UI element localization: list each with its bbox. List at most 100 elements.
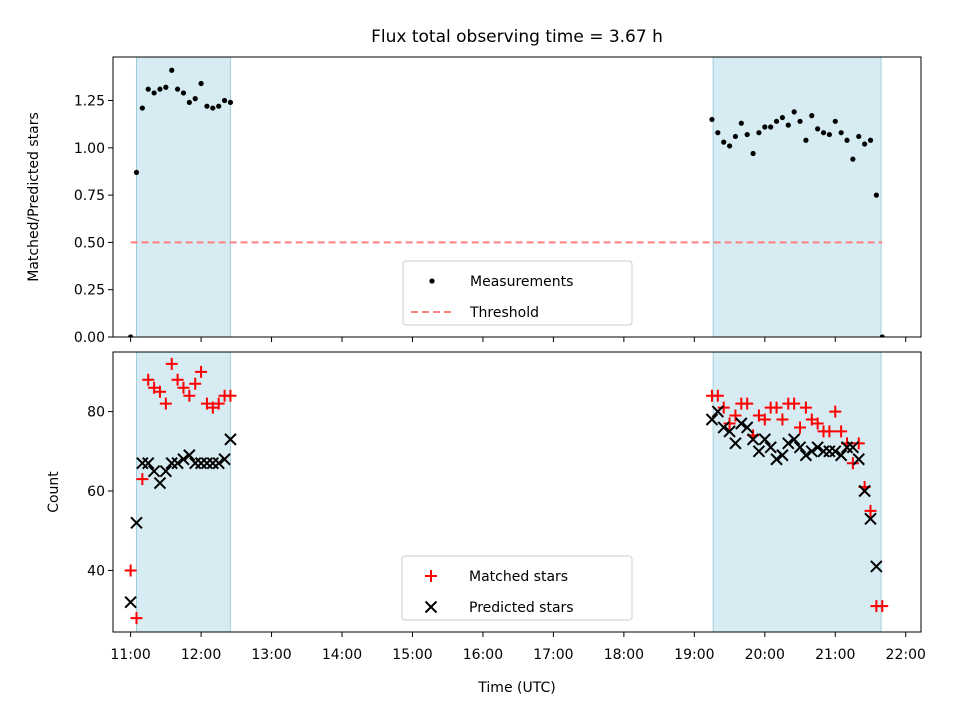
predicted-star-point — [870, 560, 883, 573]
measurement-point — [133, 169, 140, 176]
matched-star-point — [758, 413, 771, 426]
predicted-star-point — [165, 456, 178, 470]
measurement-point — [186, 99, 192, 106]
y-tick-label: 0.75 — [74, 188, 105, 204]
bottom-y-axis-label: Count — [46, 471, 62, 513]
predicted-star-point — [770, 453, 783, 466]
legend-label: Predicted stars — [469, 600, 574, 616]
predicted-star-point — [735, 417, 748, 430]
matched-star-point — [723, 417, 736, 430]
measurement-point — [750, 150, 756, 157]
measurement-point — [797, 118, 803, 124]
predicted-star-point — [200, 456, 214, 470]
measurement-point — [803, 137, 809, 143]
x-tick-label: 16:00 — [463, 647, 503, 663]
predicted-star-point — [142, 456, 155, 470]
predicted-star-point — [212, 456, 225, 470]
measurement-point — [768, 124, 774, 130]
predicted-star-point — [147, 464, 161, 478]
predicted-star-point — [793, 441, 807, 454]
x-tick-label: 17:00 — [533, 647, 573, 663]
matched-star-point — [711, 389, 724, 402]
predicted-star-point — [705, 413, 719, 426]
measurement-point — [738, 120, 744, 126]
chart-title: Flux total observing time = 3.67 h — [371, 27, 663, 47]
measurement-point — [744, 131, 750, 138]
measurement-point — [174, 86, 181, 92]
predicted-star-point — [189, 456, 202, 470]
predicted-star-point — [206, 456, 220, 470]
predicted-star-point — [159, 464, 173, 478]
predicted-star-point — [805, 445, 818, 458]
predicted-star-point — [177, 453, 190, 466]
predicted-star-point — [764, 441, 777, 454]
observing-window-0 — [135, 351, 231, 633]
matched-star-point — [770, 401, 783, 414]
legend-label: Measurements — [470, 274, 573, 290]
measurement-point — [791, 109, 797, 115]
matched-star-point — [788, 397, 801, 410]
predicted-star-point — [776, 449, 789, 462]
axes-frame — [112, 351, 922, 633]
predicted-star-point — [864, 512, 877, 526]
x-tick-label: 18:00 — [604, 647, 644, 663]
predicted-star-point — [740, 421, 754, 434]
plot-area — [124, 357, 889, 625]
matched-star-point — [171, 373, 184, 386]
y-tick-label: 1.25 — [74, 94, 105, 110]
y-tick-label: 0.50 — [74, 235, 105, 251]
measurement-point — [779, 114, 786, 121]
measurement-point — [850, 156, 856, 162]
matched-star-point — [136, 473, 149, 486]
top-panel: 0.00 0.25 0.50 0.75 1.00 1.25 Measurements Thre… — [74, 56, 922, 346]
predicted-star-point — [746, 433, 760, 446]
matched-star-point — [794, 421, 807, 434]
matched-star-point — [212, 397, 225, 410]
measurement-point — [756, 130, 762, 136]
measurement-point — [721, 139, 727, 145]
measurement-point — [198, 80, 204, 87]
legend-marker-predicted — [424, 600, 438, 614]
measurement-point — [815, 126, 821, 132]
observing-window-0 — [135, 56, 231, 338]
legend: Matched stars Predicted stars — [401, 555, 633, 621]
matched-star-point — [142, 373, 155, 386]
predicted-star-point — [224, 433, 237, 446]
matched-star-point — [829, 405, 842, 418]
measurement-point — [832, 118, 838, 124]
matched-star-point — [835, 425, 848, 438]
predicted-star-point — [834, 449, 848, 462]
matched-star-point — [846, 457, 859, 470]
x-tick-label: 14:00 — [322, 647, 362, 663]
measurement-point — [856, 133, 862, 140]
measurement-point — [128, 334, 134, 337]
legend-label: Matched stars — [469, 569, 568, 585]
x-tick-label: 11:00 — [110, 647, 150, 663]
observing-window-1 — [712, 351, 882, 633]
y-tick-label: 80 — [87, 405, 105, 421]
plot-area — [128, 67, 885, 337]
legend: Measurements Threshold — [402, 260, 633, 326]
predicted-star-point — [717, 421, 730, 434]
y-tick-label: 1.00 — [74, 141, 105, 157]
matched-star-point — [741, 397, 754, 410]
observing-window-1 — [712, 56, 882, 338]
measurement-point — [192, 96, 198, 102]
legend-label: Threshold — [469, 305, 539, 321]
x-tick-label: 22:00 — [886, 647, 926, 663]
predicted-star-point — [723, 425, 736, 438]
matched-star-point — [811, 417, 824, 430]
matched-star-point — [124, 564, 137, 577]
predicted-star-point — [153, 476, 167, 490]
legend-marker-matched — [425, 570, 437, 582]
matched-star-point — [823, 425, 836, 438]
y-tick-label: 60 — [87, 484, 105, 500]
measurement-point — [216, 103, 222, 109]
measurement-point — [204, 103, 210, 109]
measurement-point — [157, 86, 163, 92]
measurement-point — [873, 192, 879, 198]
measurement-point — [145, 86, 151, 92]
matched-star-point — [130, 612, 143, 625]
matched-star-point — [177, 381, 190, 394]
